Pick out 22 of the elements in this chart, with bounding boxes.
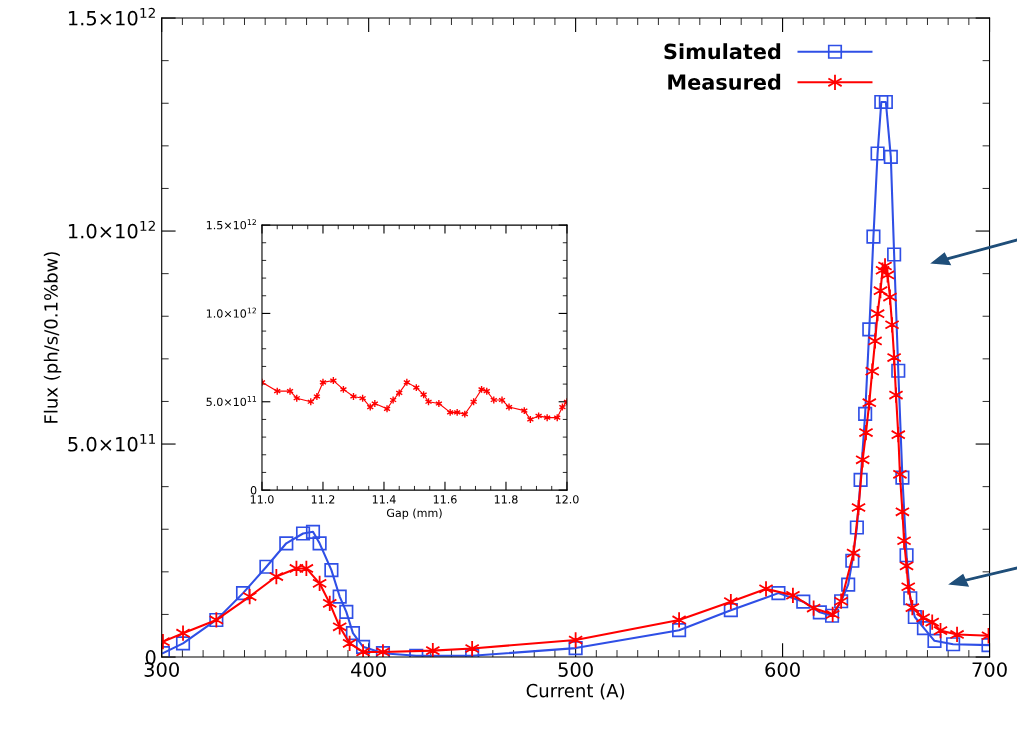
x-tick-label: 500	[558, 662, 593, 677]
x-axis-title: Current (A)	[526, 683, 625, 700]
y-tick-label: 1.0×10$^{12}$	[68, 220, 155, 239]
y-tick-label: 5.0×10$^{11}$	[68, 433, 156, 452]
x-tick-label: 400	[351, 662, 386, 677]
x-tick-label: 700	[972, 662, 1007, 677]
x-tick-label: 11.2	[311, 495, 335, 504]
y-axis-title: Flux (ph/s/0.1%bw)	[43, 252, 62, 423]
x-tick-label: 11.8	[494, 495, 518, 504]
x-tick-label: 11.6	[433, 495, 457, 504]
y-tick-label: 5.0×10$^{11}$	[206, 395, 257, 407]
x-tick-label: 12.0	[555, 495, 579, 504]
legend-label: Measured	[668, 73, 781, 90]
y-tick-label: 1.0×10$^{12}$	[206, 307, 257, 318]
x-tick-label: 11.0	[250, 495, 274, 504]
y-tick-label: 0	[250, 486, 257, 495]
y-tick-label: 1.5×10$^{12}$	[206, 219, 257, 230]
legend-label: Simulated	[664, 43, 781, 60]
x-axis-title: Gap (mm)	[386, 508, 442, 520]
x-tick-label: 600	[765, 662, 800, 677]
y-tick-label: 1.5×10$^{12}$	[68, 7, 155, 26]
x-tick-label: 11.4	[372, 495, 396, 504]
